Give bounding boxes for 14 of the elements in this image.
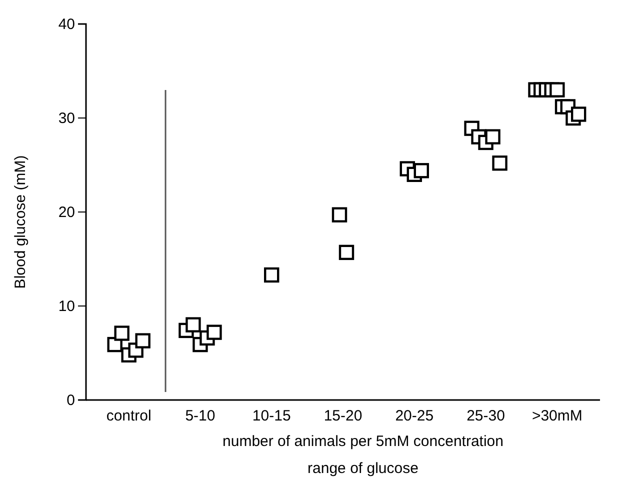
y-tick-label: 10 — [58, 298, 75, 315]
y-tick-label: 30 — [58, 110, 75, 127]
x-tick-label: 25-30 — [466, 408, 505, 425]
y-tick-label: 40 — [58, 16, 75, 33]
x-tick-label: 5-10 — [185, 408, 216, 425]
x-axis-title: number of animals per 5mM concentration range of glucose — [222, 433, 504, 477]
y-axis-title: Blood glucose (mM) — [12, 155, 29, 289]
x-tick-label: >30mM — [532, 408, 582, 425]
y-tick-label: 0 — [66, 392, 75, 409]
x-tick-label: 20-25 — [395, 408, 434, 425]
x-tick-label: control — [106, 408, 152, 425]
x-tick-label: 15-20 — [324, 408, 362, 425]
x-tick-label: 10-15 — [252, 408, 291, 425]
y-tick-label: 20 — [58, 204, 75, 221]
